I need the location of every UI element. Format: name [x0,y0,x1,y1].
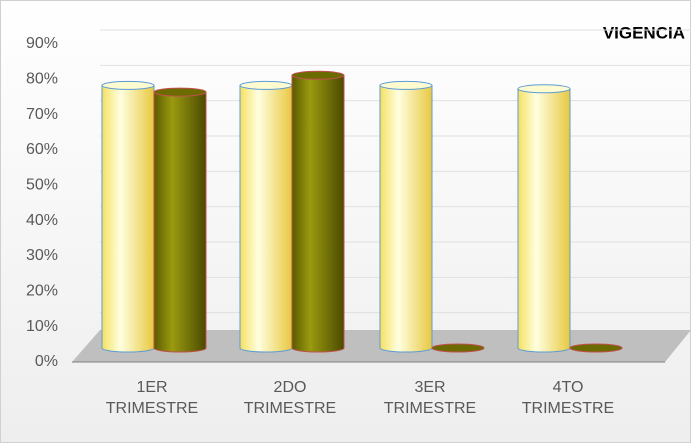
y-tick-label: 50% [26,177,58,194]
bar [101,80,155,353]
bar [569,343,623,353]
bar [291,70,345,353]
y-tick-label: 20% [26,283,58,300]
y-tick-label: 10% [26,318,58,335]
bar [239,80,293,353]
y-tick-label: 90% [26,35,58,52]
bar-cap [101,80,155,90]
y-tick-label: 60% [26,141,58,158]
bar-cap [153,87,207,97]
y-tick-label: 40% [26,212,58,229]
bar-body [291,74,345,353]
y-tick-label: 70% [26,106,58,123]
bar-cap [239,80,293,90]
bar [431,343,485,353]
x-tick-label: 3ER TRIMESTRE [383,379,477,417]
bar-cap [569,343,623,353]
x-tick-label: 2DO TRIMESTRE [243,379,337,417]
bar-body [517,88,571,353]
bar [517,84,571,353]
bar [153,87,207,353]
y-tick-label: 80% [26,71,58,88]
bar-cap [431,343,485,353]
bar-cap [379,80,433,90]
bar-body [379,84,433,353]
bar [379,80,433,353]
bar-body [101,84,155,353]
bar-body [239,84,293,353]
bar-cap [517,84,571,94]
x-tick-label: 1ER TRIMESTRE [105,379,199,417]
bar-cap [291,70,345,80]
bar-body [153,91,207,353]
x-tick-label: 4TO TRIMESTRE [521,379,615,417]
y-tick-label: 0% [35,353,58,370]
chart-title: VIGENCIA [603,23,685,42]
y-tick-label: 30% [26,247,58,264]
